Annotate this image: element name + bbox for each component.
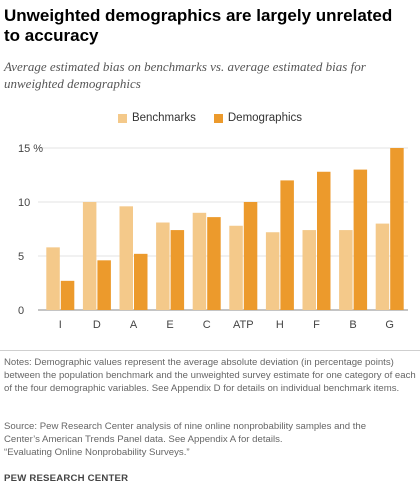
legend-label-benchmarks: Benchmarks xyxy=(131,112,196,124)
x-tick-label: A xyxy=(130,319,138,331)
bar-benchmarks-i xyxy=(46,247,60,310)
x-tick-label: C xyxy=(203,319,211,331)
x-tick-label: I xyxy=(59,319,62,331)
x-tick-label: B xyxy=(349,319,356,331)
x-tick-label: H xyxy=(276,319,284,331)
chart-subtitle: Average estimated bias on benchmarks vs.… xyxy=(4,59,366,91)
bar-benchmarks-a xyxy=(119,206,133,310)
org-name: PEW RESEARCH CENTER xyxy=(4,473,129,484)
legend-item-demographics: Demographics xyxy=(213,112,303,124)
x-tick-label: F xyxy=(313,319,320,331)
bar-benchmarks-d xyxy=(82,202,97,310)
bar-benchmarks-c xyxy=(192,212,207,310)
bar-benchmarks-atp xyxy=(229,225,243,310)
chart-notes: Notes: Demographic values represent the … xyxy=(4,357,416,394)
legend-swatch-benchmarks xyxy=(117,113,127,123)
bar-demographics-d xyxy=(97,260,111,310)
y-tick-label: 15 % xyxy=(18,143,43,155)
legend-swatch-demographics xyxy=(213,113,223,123)
bar-demographics-c xyxy=(207,217,221,310)
source-line: Source: Pew Research Center analysis of … xyxy=(4,421,367,432)
bar-demographics-a xyxy=(134,253,148,310)
bar-demographics-e xyxy=(170,230,185,310)
source-line: “Evaluating Online Nonprobability Survey… xyxy=(4,447,190,458)
chart-source: Source: Pew Research Center analysis of … xyxy=(4,420,418,459)
bar-demographics-atp xyxy=(243,202,258,310)
x-tick-label: E xyxy=(166,319,173,331)
x-tick-label: D xyxy=(93,319,101,331)
legend-label-demographics: Demographics xyxy=(227,112,303,124)
x-tick-label: G xyxy=(385,319,394,331)
bar-demographics-i xyxy=(60,280,75,310)
bar-demographics-f xyxy=(317,171,331,310)
bar-demographics-h xyxy=(280,180,294,310)
y-tick-label: 5 xyxy=(18,251,24,263)
bar-benchmarks-e xyxy=(156,222,170,310)
chart-legend: Benchmarks Demographics xyxy=(0,112,420,124)
bar-benchmarks-f xyxy=(302,230,316,310)
bar-demographics-g xyxy=(390,148,404,310)
divider xyxy=(0,350,420,351)
chart-title: Unweighted demographics are largely unre… xyxy=(4,6,393,45)
legend-item-benchmarks: Benchmarks xyxy=(117,112,196,124)
bar-benchmarks-h xyxy=(265,232,280,310)
bar-chart: 0 5 10 15 % I D A E C ATP H F B G xyxy=(18,143,408,331)
y-tick-label: 0 xyxy=(18,305,24,317)
bar-benchmarks-g xyxy=(375,223,390,310)
source-line: Center’s American Trends Panel data. See… xyxy=(4,434,283,445)
bar-benchmarks-b xyxy=(339,230,353,310)
y-tick-label: 10 xyxy=(18,197,30,209)
bar-demographics-b xyxy=(353,169,368,310)
x-tick-label: ATP xyxy=(233,319,254,331)
